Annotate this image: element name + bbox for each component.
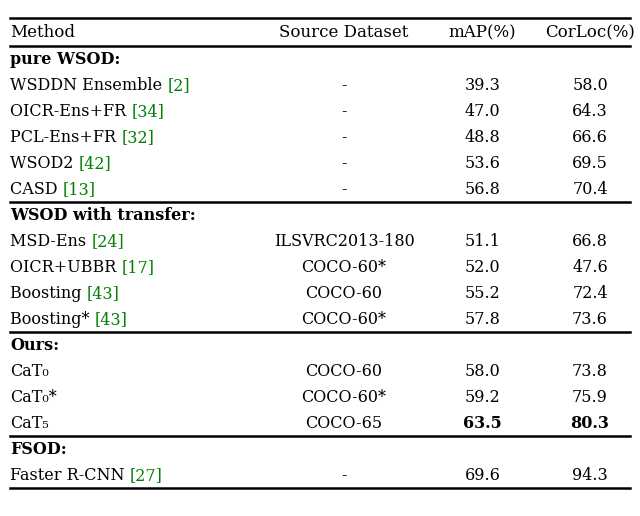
Text: [34]: [34] xyxy=(131,103,164,120)
Text: 58.0: 58.0 xyxy=(572,77,608,94)
Text: CorLoc(%): CorLoc(%) xyxy=(545,24,635,41)
Text: 73.6: 73.6 xyxy=(572,311,608,328)
Text: CaT₀: CaT₀ xyxy=(10,363,49,380)
Text: 69.6: 69.6 xyxy=(465,467,500,484)
Text: -: - xyxy=(341,129,347,146)
Text: 51.1: 51.1 xyxy=(465,233,500,250)
Text: 75.9: 75.9 xyxy=(572,389,608,406)
Text: [43]: [43] xyxy=(86,285,120,302)
Text: MSD-Ens: MSD-Ens xyxy=(10,233,92,250)
Text: CASD: CASD xyxy=(10,181,63,198)
Text: Method: Method xyxy=(10,24,75,41)
Text: [27]: [27] xyxy=(130,467,163,484)
Text: ILSVRC2013-180: ILSVRC2013-180 xyxy=(274,233,414,250)
Text: WSOD2: WSOD2 xyxy=(10,155,79,172)
Text: [2]: [2] xyxy=(167,77,190,94)
Text: Boosting: Boosting xyxy=(10,285,86,302)
Text: [24]: [24] xyxy=(92,233,124,250)
Text: WSOD with transfer:: WSOD with transfer: xyxy=(10,207,196,224)
Text: PCL-Ens+FR: PCL-Ens+FR xyxy=(10,129,121,146)
Text: 58.0: 58.0 xyxy=(465,363,500,380)
Text: 63.5: 63.5 xyxy=(463,415,502,432)
Text: [32]: [32] xyxy=(121,129,154,146)
Text: -: - xyxy=(341,181,347,198)
Text: 66.8: 66.8 xyxy=(572,233,608,250)
Text: COCO-60*: COCO-60* xyxy=(301,259,387,276)
Text: Source Dataset: Source Dataset xyxy=(279,24,409,41)
Text: CaT₀*: CaT₀* xyxy=(10,389,57,406)
Text: 73.8: 73.8 xyxy=(572,363,608,380)
Text: [17]: [17] xyxy=(122,259,154,276)
Text: -: - xyxy=(341,77,347,94)
Text: [42]: [42] xyxy=(79,155,111,172)
Text: [43]: [43] xyxy=(95,311,127,328)
Text: 55.2: 55.2 xyxy=(465,285,500,302)
Text: mAP(%): mAP(%) xyxy=(449,24,516,41)
Text: 69.5: 69.5 xyxy=(572,155,608,172)
Text: 47.6: 47.6 xyxy=(572,259,608,276)
Text: 53.6: 53.6 xyxy=(465,155,500,172)
Text: OICR+UBBR: OICR+UBBR xyxy=(10,259,122,276)
Text: COCO-60: COCO-60 xyxy=(305,285,383,302)
Text: COCO-60*: COCO-60* xyxy=(301,311,387,328)
Text: COCO-60: COCO-60 xyxy=(305,363,383,380)
Text: COCO-60*: COCO-60* xyxy=(301,389,387,406)
Text: 56.8: 56.8 xyxy=(465,181,500,198)
Text: 70.4: 70.4 xyxy=(572,181,608,198)
Text: 47.0: 47.0 xyxy=(465,103,500,120)
Text: Boosting*: Boosting* xyxy=(10,311,95,328)
Text: WSDDN Ensemble: WSDDN Ensemble xyxy=(10,77,167,94)
Text: pure WSOD:: pure WSOD: xyxy=(10,51,120,68)
Text: 57.8: 57.8 xyxy=(465,311,500,328)
Text: [13]: [13] xyxy=(63,181,95,198)
Text: -: - xyxy=(341,103,347,120)
Text: 39.3: 39.3 xyxy=(465,77,500,94)
Text: 48.8: 48.8 xyxy=(465,129,500,146)
Text: Ours:: Ours: xyxy=(10,337,59,354)
Text: 52.0: 52.0 xyxy=(465,259,500,276)
Text: 80.3: 80.3 xyxy=(571,415,609,432)
Text: Faster R-CNN: Faster R-CNN xyxy=(10,467,130,484)
Text: -: - xyxy=(341,155,347,172)
Text: CaT₅: CaT₅ xyxy=(10,415,49,432)
Text: 64.3: 64.3 xyxy=(572,103,608,120)
Text: 72.4: 72.4 xyxy=(572,285,608,302)
Text: OICR-Ens+FR: OICR-Ens+FR xyxy=(10,103,131,120)
Text: 94.3: 94.3 xyxy=(572,467,608,484)
Text: 66.6: 66.6 xyxy=(572,129,608,146)
Text: 59.2: 59.2 xyxy=(465,389,500,406)
Text: COCO-65: COCO-65 xyxy=(305,415,383,432)
Text: FSOD:: FSOD: xyxy=(10,441,67,458)
Text: -: - xyxy=(341,467,347,484)
